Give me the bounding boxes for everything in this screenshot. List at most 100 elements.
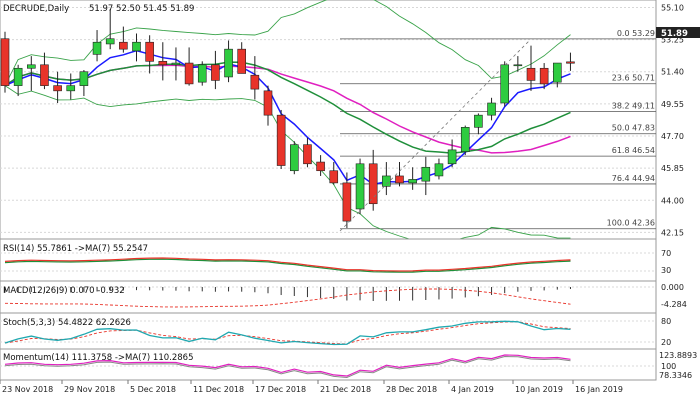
candle[interactable] (0, 31, 10, 93)
candle[interactable] (53, 71, 62, 103)
price-tick-2: 51.40 (661, 68, 684, 77)
candle[interactable] (526, 45, 536, 91)
time-tick-8: 10 Jan 2019 (515, 385, 563, 394)
stoch-d-line (4, 321, 571, 345)
macd-tick-low: -4.284 (661, 300, 687, 309)
stoch-title: Stoch(5,3,3) 54.4822 62.2626 (3, 318, 131, 328)
momentum-ma-line (4, 355, 571, 379)
time-tick-1: 29 Nov 2018 (64, 385, 115, 394)
time-tick-7: 4 Jan 2019 (451, 385, 494, 394)
candle[interactable] (500, 61, 510, 107)
time-tick-3: 11 Dec 2018 (193, 385, 244, 394)
time-axis: 23 Nov 2018 29 Nov 2018 5 Dec 2018 11 Dec 2… (0, 380, 623, 394)
candlesticks[interactable] (0, 9, 575, 229)
candle[interactable] (92, 30, 102, 62)
candle[interactable] (237, 42, 246, 74)
candle[interactable] (40, 52, 49, 90)
macd-title: MACD(12,26,9) 0.070 -0.932 (3, 286, 125, 296)
macd-histogram (4, 287, 571, 301)
stoch-tick-80: 80 (661, 317, 671, 326)
rsi-line (4, 257, 571, 272)
ma-blue (4, 49, 571, 186)
time-tick-6: 28 Dec 2018 (386, 385, 437, 394)
chart-symbol: DECRUDE,Daily (3, 4, 69, 14)
candle[interactable] (460, 125, 470, 156)
fib-trend-line (339, 39, 531, 232)
rsi-tick-70: 70 (661, 249, 671, 258)
time-tick-5: 21 Dec 2018 (320, 385, 371, 394)
candle[interactable] (211, 50, 220, 90)
candle[interactable] (289, 141, 299, 175)
stoch-k-line (4, 320, 571, 346)
price-tick-6: 44.00 (661, 196, 684, 205)
last-price-marker: 51.89 (656, 27, 700, 39)
candle[interactable] (250, 56, 260, 100)
candle[interactable] (303, 137, 312, 168)
candle[interactable] (329, 162, 339, 185)
candle[interactable] (119, 26, 128, 53)
price-tick-4: 47.70 (661, 132, 684, 141)
candle[interactable] (447, 139, 457, 168)
candle[interactable] (408, 167, 417, 190)
fib-label-4: 61.8 46.54 (612, 146, 655, 155)
candle[interactable] (197, 61, 207, 86)
macd-signal-line (4, 288, 571, 308)
fib-label-1: 23.6 50.71 (612, 74, 655, 83)
chart-ohlc: 51.97 52.50 51.45 51.89 (89, 4, 194, 14)
last-price-label: 51.89 (661, 29, 688, 39)
candle[interactable] (79, 70, 89, 97)
main-price-axis: 55.10 53.25 51.40 49.55 47.70 45.85 44.00 42.15 (661, 3, 684, 237)
candle[interactable] (184, 47, 194, 86)
candle[interactable] (224, 40, 233, 83)
candle[interactable] (316, 155, 325, 176)
price-tick-0: 55.10 (661, 3, 684, 12)
candle[interactable] (13, 64, 23, 97)
fib-label-6: 100.0 42.36 (607, 219, 655, 228)
candle[interactable] (342, 172, 352, 229)
momentum-line (4, 354, 571, 377)
candle[interactable] (171, 47, 181, 81)
ma-green (4, 61, 571, 154)
candle[interactable] (158, 42, 168, 81)
macd-tick-zero: 0.000 (661, 283, 684, 292)
price-tick-3: 49.55 (661, 100, 684, 109)
candle[interactable] (368, 149, 378, 211)
time-tick-9: 16 Jan 2019 (575, 385, 623, 394)
candle[interactable] (263, 85, 273, 126)
lower-band (4, 85, 571, 243)
candle[interactable] (276, 109, 286, 169)
time-tick-2: 5 Dec 2018 (130, 385, 176, 394)
momentum-tick-high: 123.8893 (659, 351, 697, 360)
macd-panel (0, 280, 657, 314)
candle[interactable] (539, 63, 549, 90)
candle[interactable] (26, 56, 36, 91)
fib-label-3: 50.0 47.83 (612, 124, 655, 133)
candle[interactable] (395, 162, 404, 187)
candle[interactable] (382, 162, 391, 196)
candle[interactable] (355, 158, 365, 215)
stoch-tick-20: 20 (661, 338, 671, 347)
candle[interactable] (132, 33, 141, 62)
rsi-title: RSI(14) 55.7861 ->MA(7) 55.2547 (3, 244, 148, 254)
candle[interactable] (421, 156, 431, 196)
momentum-tick-mid: 100 (661, 362, 676, 371)
rsi-ma-line (4, 258, 571, 273)
momentum-title: Momentum(14) 111.3758 ->MA(7) 110.2865 (3, 353, 193, 363)
main-panel (0, 0, 657, 240)
candle[interactable] (66, 73, 76, 100)
fib-label-5: 76.4 44.94 (612, 174, 655, 183)
fib-label-0: 0.0 53.29 (617, 29, 655, 38)
rsi-tick-30: 30 (661, 266, 671, 275)
price-tick-5: 45.85 (661, 164, 684, 173)
candle[interactable] (105, 9, 115, 50)
candle[interactable] (145, 35, 154, 74)
candle[interactable] (487, 97, 496, 121)
candle[interactable] (552, 62, 562, 88)
moving-averages (4, 49, 571, 186)
candle[interactable] (513, 56, 523, 72)
candle[interactable] (474, 113, 483, 135)
price-tick-7: 42.15 (661, 228, 684, 237)
candle[interactable] (434, 158, 444, 180)
candle[interactable] (566, 52, 575, 71)
